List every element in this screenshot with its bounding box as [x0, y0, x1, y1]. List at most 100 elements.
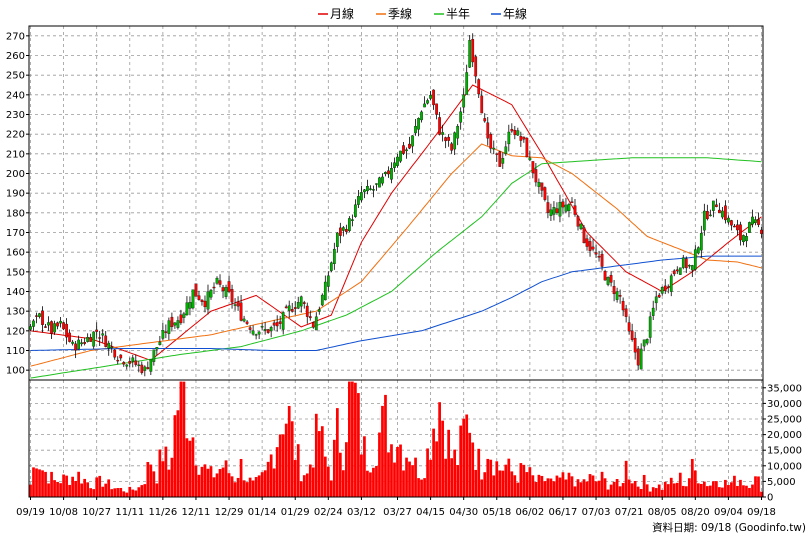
volume-bar [504, 464, 508, 497]
candle-down [588, 241, 592, 251]
candle-down [65, 323, 68, 338]
candle-up [702, 210, 706, 231]
price-tick-label: 220 [6, 130, 25, 141]
legend-label: 半年 [446, 7, 470, 21]
candle-up [558, 201, 562, 217]
legend: 月線 季線 半年 年線 [318, 6, 527, 21]
volume-bar [459, 425, 463, 497]
candle-up [465, 72, 469, 95]
volume-bar [50, 471, 53, 497]
candle-up [579, 223, 583, 230]
date-tick-label: 04/30 [449, 507, 478, 518]
volume-bar [242, 480, 246, 497]
volume-bar [128, 486, 132, 497]
candle-up [86, 337, 90, 342]
candle-up [161, 330, 165, 339]
volume-bar [525, 472, 529, 497]
volume-bar [375, 465, 378, 497]
candle-up [453, 132, 457, 150]
price-tick-label: 140 [6, 287, 25, 298]
candle-down [134, 360, 138, 365]
volume-bar [669, 477, 673, 497]
volume-bar [477, 448, 481, 497]
volume-bar [702, 481, 706, 497]
volume-bar [435, 441, 438, 497]
price-grid [29, 26, 763, 380]
volume-bar [483, 472, 487, 497]
volume-bar [44, 471, 47, 497]
candle-down [104, 335, 108, 347]
volume-tick-label: 10,000 [767, 461, 802, 472]
candle-down [35, 315, 38, 317]
candle-up [38, 313, 41, 317]
candle-up [606, 277, 610, 285]
volume-bar [35, 468, 38, 497]
volume-bar [272, 468, 276, 497]
volume-bar [203, 464, 207, 497]
candle-up [396, 156, 399, 166]
volume-bar [712, 481, 715, 497]
volume-bar [185, 438, 189, 497]
candle-up [549, 209, 553, 216]
legend-label: 月線 [330, 6, 354, 21]
legend-label: 年線 [503, 6, 527, 21]
volume-bar [462, 418, 466, 497]
candle-up [366, 186, 369, 192]
volume-bar [537, 474, 541, 497]
volume-bar [546, 478, 550, 497]
volume-bar [453, 449, 457, 497]
date-tick-label: 06/17 [549, 507, 578, 518]
volume-bar [143, 484, 147, 497]
candle-up [381, 176, 384, 184]
volume-bar [348, 381, 351, 497]
price-tick-label: 120 [6, 326, 25, 337]
volume-axis-ticks: 0 5,000 10,000 15,000 20,000 25,000 30,000 35,0… [763, 383, 802, 504]
volume-bar [411, 465, 414, 497]
volume-bar [519, 463, 523, 497]
candle-up [393, 162, 396, 168]
candle-up [709, 214, 712, 217]
price-panel-frame [28, 25, 764, 381]
volume-bar [113, 488, 117, 497]
volume-bar [266, 461, 270, 497]
volume-bar [224, 460, 228, 497]
volume-bar [53, 480, 56, 497]
candle-down [736, 224, 739, 231]
candle-up [639, 348, 643, 370]
volume-bar [567, 472, 571, 497]
price-tick-label: 190 [6, 189, 25, 200]
volume-bar [570, 476, 574, 497]
candle-down [275, 322, 279, 327]
date-tick-label: 12/11 [182, 507, 211, 518]
volume-bar [405, 457, 408, 497]
candle-up [678, 267, 682, 275]
volume-bar [408, 461, 411, 497]
volume-bar [357, 393, 360, 497]
price-tick-label: 170 [6, 228, 25, 239]
candle-up [254, 334, 258, 336]
volume-bar [74, 480, 77, 497]
candle-up [173, 322, 177, 326]
candle-up [152, 349, 156, 362]
candle-up [341, 227, 345, 231]
volume-bar [558, 477, 562, 497]
volume-bar [393, 462, 396, 497]
volume-bar [444, 458, 447, 497]
volume-bar [104, 483, 108, 497]
volume-bar [384, 394, 387, 497]
candle-up [537, 182, 541, 187]
volume-bar [588, 474, 592, 497]
volume-bar [576, 479, 580, 497]
candle-up [92, 331, 96, 347]
volume-bar [369, 472, 372, 497]
candle-up [567, 204, 571, 211]
date-tick-label: 11/11 [115, 507, 144, 518]
candle-down [194, 283, 198, 297]
volume-bar [666, 484, 670, 497]
candle-up [131, 357, 135, 362]
candle-down [338, 227, 342, 236]
candle-down [522, 136, 526, 140]
volume-bar [92, 489, 96, 497]
candle-down [308, 316, 312, 319]
volume-bar [507, 458, 511, 497]
